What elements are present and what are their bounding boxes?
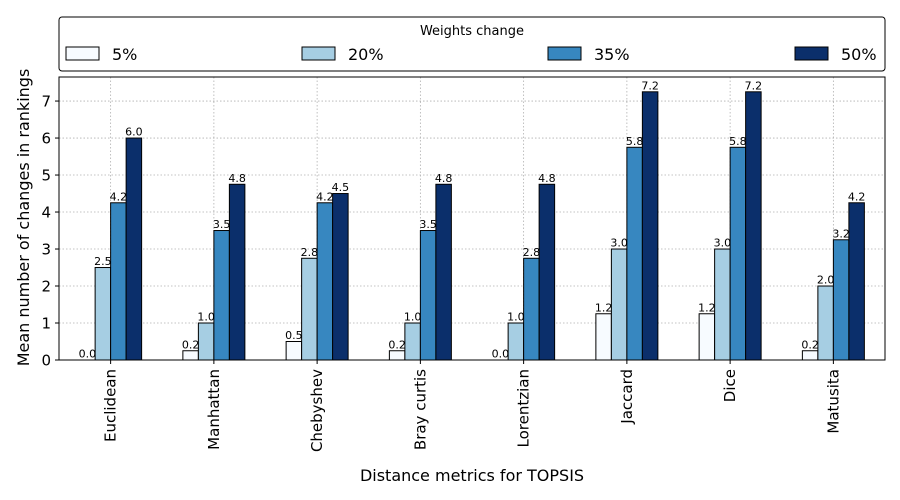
data-label: 3.5 — [213, 218, 231, 231]
bar-matusita-20pct — [817, 285, 834, 361]
data-label: 4.2 — [110, 190, 128, 203]
x-axis: Euclidean Manhattan Chebyshev Bray curtis Lo… — [102, 360, 842, 452]
data-labels: 0.02.54.26.00.21.03.54.80.52.84.24.50.21… — [79, 79, 866, 360]
data-label: 7.2 — [641, 79, 659, 92]
legend-label: 50% — [841, 45, 877, 64]
y-tick-label: 4 — [41, 204, 51, 222]
legend-items: 5% 20% 35% 50% — [65, 45, 877, 64]
y-tick-label: 5 — [41, 167, 51, 185]
y-tick-label: 7 — [41, 93, 51, 111]
bar-manhattan-50pct — [228, 183, 246, 361]
bar-manhattan-20pct — [197, 322, 215, 361]
bar-dice-5pct — [698, 313, 716, 361]
data-label: 4.2 — [848, 190, 866, 203]
data-label: 0.5 — [285, 329, 303, 342]
data-label: 1.0 — [507, 311, 525, 324]
legend: Weights change 5% 20% 35% 50% — [58, 16, 886, 72]
bars — [94, 91, 865, 361]
data-label: 6.0 — [125, 126, 143, 139]
bar-bray-curtis-5pct — [388, 350, 406, 361]
bar-euclidean-50pct — [125, 137, 143, 361]
bar-bray-curtis-20pct — [404, 322, 421, 361]
data-label: 1.2 — [595, 301, 613, 314]
data-label: 2.8 — [523, 246, 541, 259]
data-label: 3.0 — [714, 237, 732, 250]
y-axis-label: Mean number of changes in rankings — [14, 69, 33, 367]
x-tick-label: Matusita — [824, 369, 842, 434]
bar-manhattan-5pct — [182, 350, 199, 361]
plot-frame — [58, 76, 886, 361]
bar-chebyshev-5pct — [285, 341, 303, 361]
bar-jaccard-5pct — [595, 313, 612, 361]
data-label: 3.0 — [610, 237, 628, 250]
data-label: 3.5 — [419, 218, 437, 231]
y-tick-label: 6 — [41, 130, 51, 148]
y-tick-label: 2 — [41, 278, 51, 296]
data-label: 0.2 — [801, 338, 819, 351]
bar-matusita-50pct — [848, 202, 865, 361]
data-label: 0.0 — [79, 348, 97, 361]
y-tick-label: 0 — [41, 352, 51, 370]
legend-swatch — [547, 46, 582, 61]
data-label: 4.5 — [332, 181, 350, 194]
bar-jaccard-35pct — [626, 146, 643, 361]
bar-lorentzian-20pct — [507, 322, 525, 361]
x-axis-label: Distance metrics for TOPSIS — [360, 466, 584, 485]
bar-dice-50pct — [745, 91, 762, 361]
bar-euclidean-35pct — [110, 202, 127, 361]
x-tick-label: Lorentzian — [515, 369, 533, 447]
bar-lorentzian-50pct — [538, 183, 556, 361]
data-label: 1.2 — [698, 301, 716, 314]
data-label: 4.2 — [316, 190, 334, 203]
bar-euclidean-20pct — [94, 267, 112, 361]
data-label: 4.8 — [435, 172, 453, 185]
legend-swatch — [301, 46, 336, 61]
data-label: 0.0 — [492, 348, 510, 361]
x-tick-label: Bray curtis — [411, 369, 429, 450]
x-tick-label: Euclidean — [102, 369, 120, 442]
x-tick-label: Manhattan — [205, 369, 223, 450]
data-label: 0.2 — [182, 338, 200, 351]
legend-box — [58, 16, 886, 72]
legend-title: Weights change — [420, 24, 524, 39]
bar-matusita-5pct — [801, 350, 819, 361]
x-tick-label: Dice — [721, 369, 739, 402]
y-tick-label: 3 — [41, 241, 51, 259]
bar-dice-35pct — [729, 146, 747, 361]
bar-bray-curtis-35pct — [419, 230, 437, 361]
x-tick-label: Chebyshev — [308, 369, 326, 452]
data-label: 1.0 — [404, 311, 422, 324]
legend-label: 35% — [594, 45, 630, 64]
bar-chebyshev-35pct — [316, 202, 334, 361]
legend-label: 5% — [112, 45, 137, 64]
bar-jaccard-20pct — [610, 248, 628, 361]
legend-swatch — [794, 46, 829, 61]
bar-chebyshev-50pct — [332, 193, 349, 361]
bar-dice-20pct — [714, 248, 731, 361]
data-label: 4.8 — [228, 172, 246, 185]
bar-jaccard-50pct — [641, 91, 659, 361]
data-label: 3.2 — [832, 227, 850, 240]
bar-matusita-35pct — [832, 239, 850, 361]
data-label: 2.8 — [301, 246, 319, 259]
data-label: 2.0 — [817, 274, 835, 287]
data-label: 5.8 — [729, 135, 747, 148]
bar-chebyshev-20pct — [301, 257, 318, 361]
legend-label: 20% — [348, 45, 384, 64]
data-label: 7.2 — [745, 79, 763, 92]
data-label: 5.8 — [626, 135, 644, 148]
bar-lorentzian-35pct — [523, 257, 540, 361]
y-axis: 0 1 2 3 4 5 6 7 — [41, 93, 59, 370]
data-label: 0.2 — [388, 338, 406, 351]
y-tick-label: 1 — [41, 315, 51, 333]
legend-swatch — [65, 46, 100, 61]
x-tick-label: Jaccard — [618, 369, 636, 425]
bar-manhattan-35pct — [213, 230, 230, 361]
bar-bray-curtis-50pct — [435, 183, 452, 361]
data-label: 2.5 — [94, 255, 112, 268]
data-label: 1.0 — [197, 311, 215, 324]
data-label: 4.8 — [538, 172, 556, 185]
